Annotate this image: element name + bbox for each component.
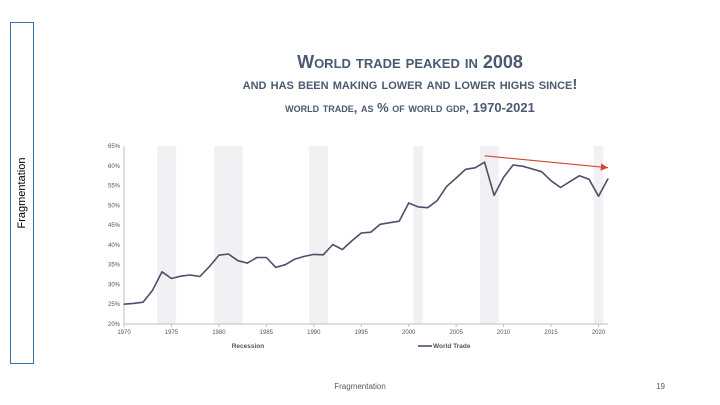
data-point xyxy=(218,254,220,256)
world-trade-line xyxy=(123,161,609,305)
x-tick-label: 1980 xyxy=(212,330,226,336)
data-point xyxy=(597,195,600,197)
data-point xyxy=(493,194,495,197)
data-point xyxy=(123,303,125,305)
data-point xyxy=(351,240,353,242)
x-tick-label: 1975 xyxy=(165,330,179,336)
data-point xyxy=(503,176,505,178)
recession-band xyxy=(479,146,499,324)
y-tick-label: 45% xyxy=(108,223,121,229)
data-point xyxy=(550,180,552,182)
legend-recession: Recession xyxy=(232,343,265,350)
data-point xyxy=(332,243,334,246)
data-point xyxy=(455,177,457,179)
x-tick-label: 1985 xyxy=(260,330,274,336)
data-point xyxy=(569,181,571,183)
y-tick-label: 60% xyxy=(108,164,121,170)
data-point xyxy=(474,167,476,169)
data-point xyxy=(521,165,524,167)
data-point xyxy=(189,274,192,276)
recession-band xyxy=(309,146,329,324)
footer-title: Fragmentation xyxy=(334,382,386,391)
data-point xyxy=(370,231,372,233)
data-point xyxy=(341,249,343,251)
data-point xyxy=(484,161,486,163)
x-tick-label: 1970 xyxy=(117,330,131,336)
data-point xyxy=(161,271,163,273)
data-point xyxy=(170,277,173,280)
data-point xyxy=(531,168,533,170)
data-point xyxy=(408,202,410,204)
data-point xyxy=(142,301,144,303)
data-point xyxy=(313,253,315,255)
recession-band xyxy=(157,146,177,324)
title-line-2: and has been making lower and lower high… xyxy=(242,76,578,93)
x-tick-label: 2020 xyxy=(592,330,606,336)
data-point xyxy=(436,199,438,202)
y-tick-label: 55% xyxy=(108,184,121,190)
data-point xyxy=(446,185,448,187)
legend-world-trade: World Trade xyxy=(433,343,471,350)
recession-band xyxy=(413,146,423,324)
data-point xyxy=(588,178,590,180)
y-tick-label: 35% xyxy=(108,263,121,269)
data-point xyxy=(540,171,543,173)
data-point xyxy=(246,262,248,264)
x-tick-label: 2015 xyxy=(544,330,558,336)
x-tick-label: 2010 xyxy=(497,330,511,336)
data-point xyxy=(180,275,182,277)
y-tick-label: 40% xyxy=(108,243,121,249)
x-tick-label: 2005 xyxy=(449,330,463,336)
data-point xyxy=(237,260,239,262)
data-point xyxy=(578,175,581,177)
data-point xyxy=(512,164,514,166)
y-tick-label: 30% xyxy=(108,282,121,288)
data-point xyxy=(427,207,429,209)
data-point xyxy=(465,168,467,170)
data-point xyxy=(227,253,229,255)
section-tab-label: Fragmentation xyxy=(16,157,28,229)
y-tick-label: 50% xyxy=(108,203,121,209)
chart-subtitle: world trade, as % of world gdp, 1970-202… xyxy=(285,100,535,115)
data-point xyxy=(265,256,267,259)
data-point xyxy=(559,186,562,189)
data-point xyxy=(199,275,201,278)
trend-arrow xyxy=(484,155,609,171)
data-point xyxy=(360,232,362,234)
world-trade-chart: 20% 25% 30% 35% 40% 45% 50% 55% 60% 65% 1970 1975 19… xyxy=(108,144,609,350)
data-point xyxy=(379,223,381,225)
data-point xyxy=(208,266,211,268)
x-tick-label: 1995 xyxy=(355,330,369,336)
recession-band xyxy=(593,146,604,324)
y-tick-label: 20% xyxy=(108,322,121,328)
data-point xyxy=(132,302,135,305)
page-number: 19 xyxy=(656,382,665,391)
title-line-1: World trade peaked in 2008 xyxy=(297,52,523,72)
data-point xyxy=(294,258,296,260)
section-tab: Fragmentation xyxy=(10,22,34,364)
data-point xyxy=(398,220,400,222)
data-point xyxy=(607,178,609,180)
x-tick-label: 1990 xyxy=(307,330,321,336)
data-point xyxy=(389,222,391,224)
data-point xyxy=(303,255,305,257)
y-tick-label: 25% xyxy=(108,302,121,308)
y-tick-label: 65% xyxy=(108,144,121,150)
recession-band xyxy=(214,146,243,324)
data-point xyxy=(256,256,258,259)
data-point xyxy=(322,254,324,256)
data-point xyxy=(417,206,419,208)
x-tick-label: 2000 xyxy=(402,330,416,336)
data-point xyxy=(151,289,154,291)
data-point xyxy=(284,264,286,266)
data-point xyxy=(275,266,277,269)
